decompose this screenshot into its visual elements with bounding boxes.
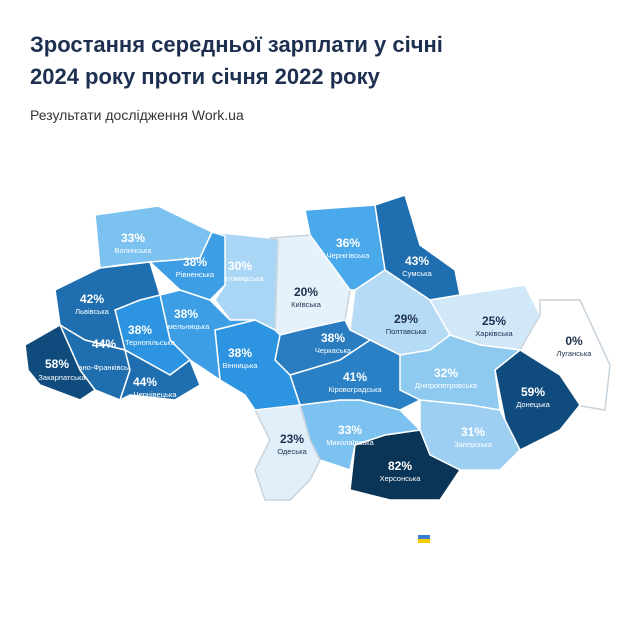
region-value: 38% (228, 346, 252, 360)
region-name: Івано-Франківська (72, 363, 136, 372)
region-value: 0% (565, 334, 583, 348)
region-name: Донецька (516, 400, 550, 409)
region-name: Луганська (557, 349, 593, 358)
region-value: 23% (280, 432, 304, 446)
region-value: 44% (92, 337, 116, 351)
region-name: Вінницька (223, 361, 259, 370)
region-shape (253, 404, 321, 501)
subtitle: Результати дослідження Work.ua (30, 107, 244, 123)
region-value: 38% (321, 331, 345, 345)
region: 44%Чернівецька (118, 348, 201, 402)
region-name: Житомирська (216, 274, 264, 283)
region-name: Черкаська (315, 346, 352, 355)
region-value: 82% (388, 459, 412, 473)
region-name: Чернівецька (133, 390, 177, 399)
region-name: Львівська (75, 307, 109, 316)
region-name: Київська (291, 300, 322, 309)
region-name: Полтавська (386, 327, 427, 336)
region-name: Рівненська (176, 270, 215, 279)
region-shape (214, 319, 302, 411)
region-value: 42% (80, 292, 104, 306)
region-name: Одеська (277, 447, 307, 456)
region: 58% Закарпатська (24, 323, 97, 401)
region-value: 20% (294, 285, 318, 299)
region: 31%Запорізька (419, 399, 521, 471)
region: 38%Хмельницька (159, 289, 256, 382)
region-value: 38% (128, 323, 152, 337)
region-value: 58% (45, 357, 69, 371)
region-name: Хмельницька (163, 322, 210, 331)
region-shape (24, 323, 97, 401)
region-value: 36% (336, 236, 360, 250)
region-value: 32% (434, 366, 458, 380)
region-name: Закарпатська (38, 373, 86, 382)
region-value: 41% (343, 370, 367, 384)
region-value: 31% (461, 425, 485, 439)
title-line: 2024 року проти січня 2022 року (30, 64, 381, 89)
region-name: Харківська (475, 329, 513, 338)
region-name: Тернопільська (125, 338, 176, 347)
region-shape (118, 348, 201, 402)
region-name: Херсонська (380, 474, 422, 483)
region-value: 38% (174, 307, 198, 321)
region-value: 29% (394, 312, 418, 326)
region: 82%Херсонська (349, 429, 462, 501)
region-value: 25% (482, 314, 506, 328)
flag (418, 535, 430, 539)
region-name: Сумська (402, 269, 432, 278)
title-line: Зростання середньої зарплати у січні (30, 32, 443, 57)
flag (418, 539, 430, 543)
region-name: Кіровоградська (328, 385, 382, 394)
region-name: Чернігівська (327, 251, 371, 260)
region: 38%Рівненська (148, 231, 226, 301)
region-value: 43% (405, 254, 429, 268)
region-name: Миколаївська (326, 438, 374, 447)
region-value: 38% (183, 255, 207, 269)
region: 38%Черкаська (274, 319, 372, 376)
region-name: Дніпропетровська (415, 381, 478, 390)
region-value: 44% (133, 375, 157, 389)
region-name: Запорізька (454, 440, 493, 449)
region-value: 33% (121, 231, 145, 245)
region: 38%Вінницька (214, 319, 302, 411)
region-value: 33% (338, 423, 362, 437)
region: 23%Одеська (253, 404, 321, 501)
region-value: 30% (228, 259, 252, 273)
region-name: Волинська (115, 246, 153, 255)
region-value: 59% (521, 385, 545, 399)
